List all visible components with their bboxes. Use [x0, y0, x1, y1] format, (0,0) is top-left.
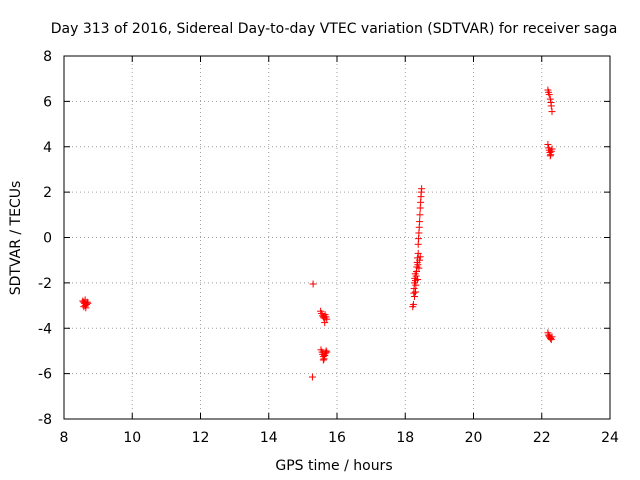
- y-tick-label: 6: [43, 94, 52, 110]
- data-point: [414, 275, 422, 283]
- data-point: [415, 264, 423, 272]
- x-tick-label: 20: [465, 430, 483, 446]
- x-tick-label: 16: [328, 430, 346, 446]
- data-point: [412, 281, 420, 289]
- x-tick-label: 18: [396, 430, 414, 446]
- data-point: [546, 152, 554, 160]
- data-point: [416, 218, 424, 226]
- y-tick-label: 2: [43, 185, 52, 201]
- data-point: [309, 280, 317, 288]
- data-point: [308, 373, 316, 381]
- data-point: [547, 102, 555, 110]
- y-tick-label: -4: [38, 321, 52, 337]
- data-points: [79, 86, 556, 381]
- data-point: [319, 356, 327, 364]
- y-axis-label: SDTVAR / TECUs: [8, 181, 24, 296]
- x-axis-label: GPS time / hours: [275, 458, 392, 474]
- data-point: [410, 292, 418, 300]
- chart-title: Day 313 of 2016, Sidereal Day-to-day VTE…: [51, 21, 618, 37]
- data-point: [321, 319, 329, 327]
- x-tick-label: 24: [601, 430, 619, 446]
- y-tick-label: -6: [38, 367, 52, 383]
- data-point: [545, 91, 553, 99]
- data-point: [320, 355, 328, 363]
- data-point: [548, 333, 556, 341]
- data-point: [548, 145, 556, 153]
- data-point: [416, 211, 424, 219]
- y-tick-label: -2: [38, 276, 52, 292]
- data-point: [548, 108, 556, 116]
- data-point: [322, 347, 330, 355]
- data-point: [414, 261, 422, 269]
- y-tick-label: 8: [43, 49, 52, 65]
- data-point: [81, 296, 89, 304]
- x-tick-label: 10: [123, 430, 141, 446]
- y-tick-label: 0: [43, 231, 52, 247]
- data-point: [547, 334, 555, 342]
- data-point: [409, 300, 417, 308]
- data-point: [546, 95, 554, 103]
- x-tick-label: 22: [533, 430, 551, 446]
- plot-frame: [63, 55, 611, 420]
- x-tick-label: 12: [192, 430, 210, 446]
- x-tick-label: 14: [260, 430, 278, 446]
- data-point: [416, 256, 424, 264]
- x-tick-label: 8: [60, 430, 69, 446]
- data-point: [544, 140, 552, 148]
- y-tick-label: 4: [43, 140, 52, 156]
- data-point: [411, 288, 419, 296]
- data-point: [80, 303, 88, 311]
- grid-lines: [64, 56, 610, 419]
- y-tick-label: -8: [38, 412, 52, 428]
- data-point: [418, 185, 426, 193]
- data-point: [416, 253, 424, 261]
- data-point: [323, 348, 331, 356]
